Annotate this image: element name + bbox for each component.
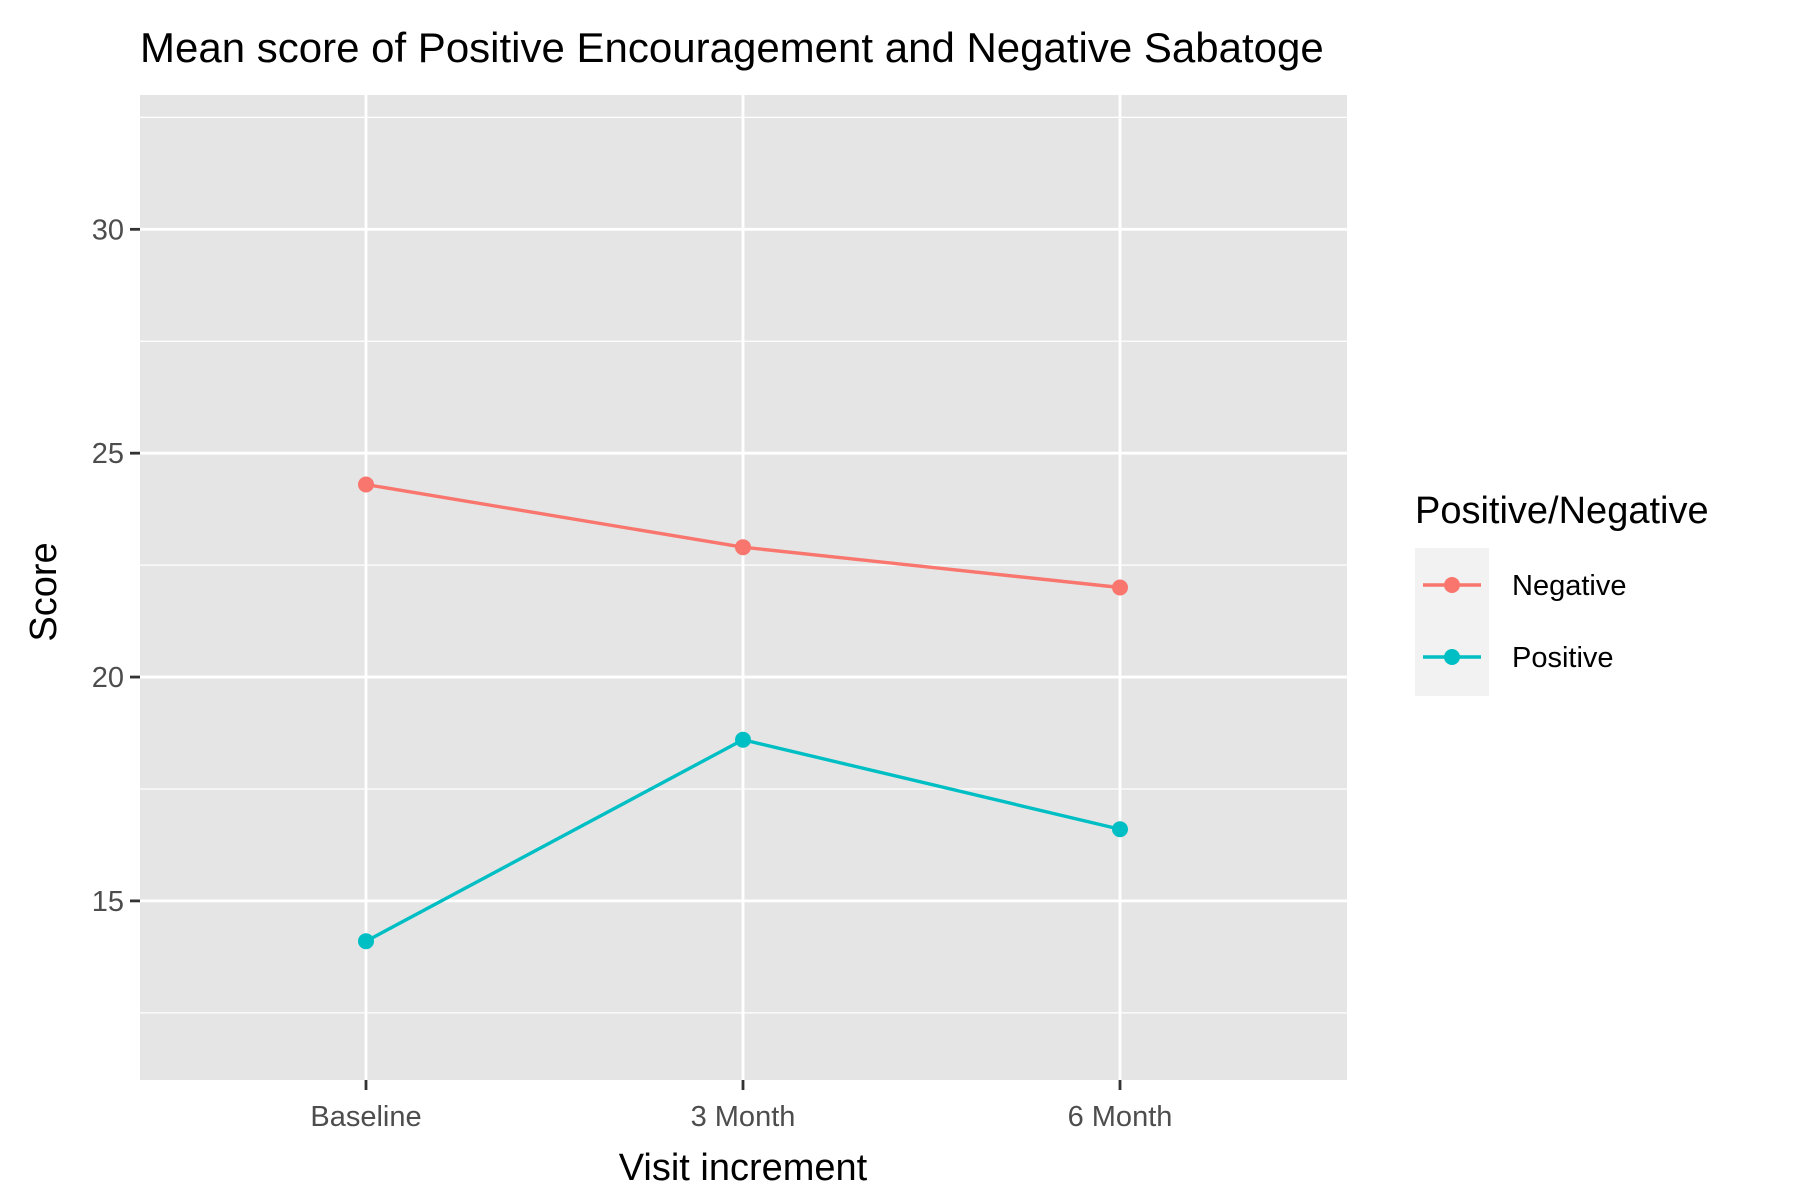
chart-title: Mean score of Positive Encouragement and… (140, 24, 1324, 71)
x-axis: Baseline 3 Month 6 Month (310, 1080, 1172, 1133)
legend: Positive/Negative Negative Positive (1415, 490, 1709, 696)
y-axis: 15 20 25 30 (92, 214, 140, 918)
y-tick-label: 20 (92, 662, 124, 694)
data-point-negative (1112, 579, 1128, 596)
data-point-positive (358, 933, 374, 950)
data-point-positive (735, 731, 751, 748)
x-tick-label: 6 Month (1068, 1101, 1173, 1133)
legend-title: Positive/Negative (1415, 490, 1709, 532)
y-tick-label: 30 (92, 214, 124, 246)
y-axis-title: Score (23, 542, 65, 641)
data-point-negative (735, 539, 751, 556)
y-tick-label: 15 (92, 886, 124, 918)
x-tick-label: Baseline (310, 1101, 421, 1133)
y-tick-label: 25 (92, 438, 124, 470)
legend-point-positive (1444, 649, 1460, 665)
legend-point-negative (1444, 577, 1460, 593)
legend-label-positive: Positive (1512, 642, 1614, 674)
x-axis-title: Visit increment (619, 1147, 868, 1189)
data-point-positive (1112, 821, 1128, 838)
data-point-negative (358, 476, 374, 493)
legend-key-background (1415, 548, 1489, 696)
series-layer (358, 476, 1128, 950)
x-tick-label: 3 Month (691, 1101, 796, 1133)
legend-label-negative: Negative (1512, 570, 1626, 602)
legend-items: Negative Positive (1423, 570, 1626, 674)
